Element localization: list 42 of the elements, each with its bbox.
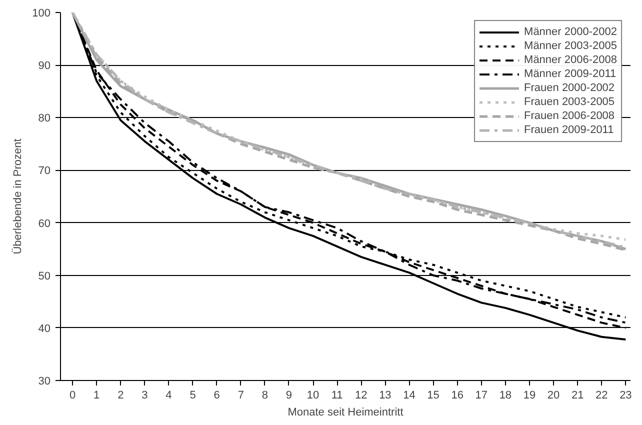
- legend-label: Männer 2009-2011: [524, 67, 616, 81]
- legend-label: Frauen 2000-2002: [524, 81, 615, 95]
- y-tick-label: 60: [38, 218, 51, 230]
- y-tick-label: 30: [38, 376, 51, 388]
- x-tick-label: 5: [190, 390, 196, 402]
- x-tick-label: 4: [166, 390, 172, 402]
- x-axis-title: Monate seit Heimeintritt: [288, 406, 404, 418]
- x-tick-label: 12: [355, 390, 368, 402]
- x-tick-label: 23: [620, 390, 632, 402]
- x-tick-label: 20: [547, 390, 560, 402]
- x-tick-label: 9: [286, 390, 292, 402]
- legend-label: Frauen 2006-2008: [524, 109, 615, 123]
- legend-label: Frauen 2003-2005: [524, 95, 615, 109]
- x-tick-label: 22: [596, 390, 608, 402]
- x-tick-label: 2: [118, 390, 124, 402]
- x-tick-label: 7: [238, 390, 244, 402]
- legend-label: Männer 2006-2008: [524, 53, 617, 67]
- x-tick-label: 18: [499, 390, 512, 402]
- y-tick-label: 70: [38, 165, 51, 178]
- x-tick-label: 6: [214, 390, 220, 402]
- x-tick-label: 21: [571, 390, 584, 402]
- x-tick-label: 17: [475, 390, 488, 402]
- y-tick-label: 100: [32, 8, 51, 20]
- legend-label: Männer 2003-2005: [524, 39, 617, 53]
- y-tick-label: 90: [38, 60, 51, 72]
- y-tick-label: 50: [38, 270, 51, 282]
- x-tick-label: 15: [427, 390, 440, 402]
- x-tick-label: 1: [94, 390, 100, 402]
- y-tick-label: 80: [38, 112, 51, 125]
- legend-label: Männer 2000-2002: [524, 25, 617, 39]
- x-tick-label: 8: [262, 390, 268, 402]
- x-tick-label: 16: [451, 390, 464, 402]
- x-tick-label: 0: [69, 390, 76, 402]
- x-tick-label: 14: [403, 390, 416, 402]
- y-tick-label: 40: [38, 322, 51, 335]
- y-axis-title: Überlebende in Prozent: [11, 138, 24, 254]
- x-tick-label: 13: [379, 390, 392, 402]
- legend-label: Frauen 2009-2011: [524, 123, 614, 137]
- x-tick-label: 3: [142, 390, 148, 402]
- x-tick-label: 19: [523, 390, 536, 402]
- x-tick-label: 11: [331, 390, 343, 402]
- x-tick-label: 10: [306, 390, 320, 402]
